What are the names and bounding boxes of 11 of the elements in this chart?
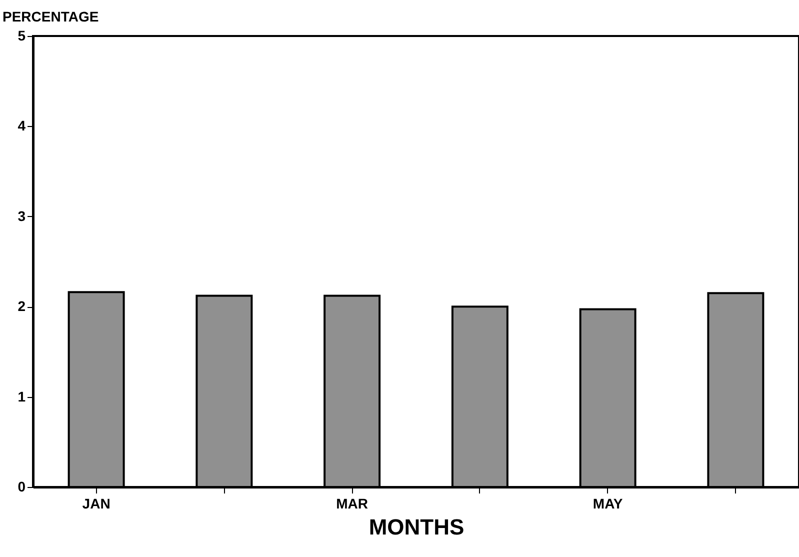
- y-tick-label: 1: [18, 388, 26, 404]
- y-axis-title: PERCENTAGE: [2, 8, 99, 24]
- y-tick-label: 5: [18, 28, 26, 44]
- x-tick-label: MAR: [336, 496, 368, 512]
- y-tick-label: 0: [18, 478, 26, 494]
- x-axis-title: MONTHS: [368, 514, 464, 540]
- x-tick-label: MAY: [592, 496, 624, 512]
- x-tick-label: JAN: [82, 496, 110, 512]
- y-tick-label: 2: [18, 298, 26, 314]
- y-tick-label: 4: [18, 118, 26, 134]
- y-tick-label: 3: [18, 208, 26, 224]
